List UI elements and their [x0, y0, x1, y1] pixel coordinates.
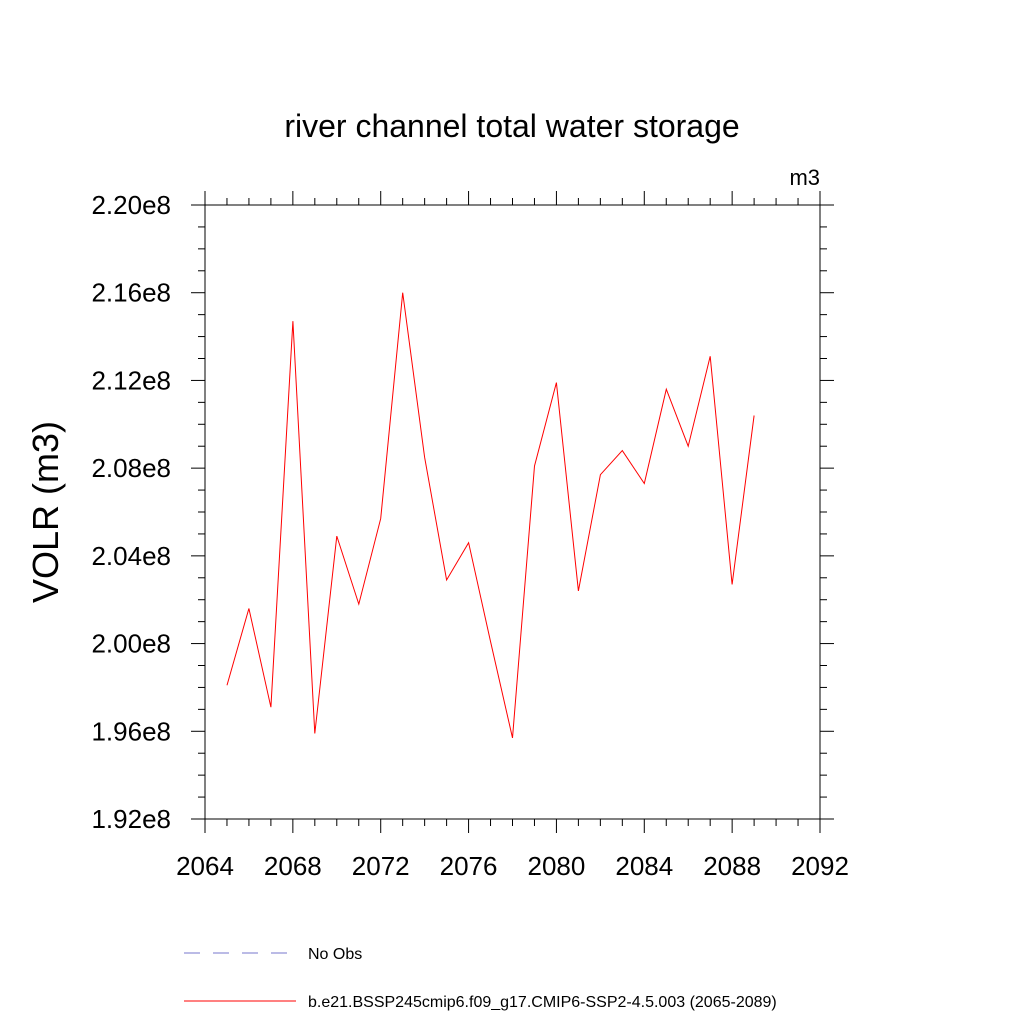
y-tick-label: 2.00e8	[91, 629, 171, 659]
y-tick-label: 2.20e8	[91, 190, 171, 220]
x-tick-label: 2092	[791, 851, 849, 881]
chart-title: river channel total water storage	[284, 108, 739, 144]
y-axis-label: VOLR (m3)	[25, 421, 66, 603]
y-tick-label: 1.96e8	[91, 716, 171, 746]
series-layer	[226, 292, 755, 739]
x-tick-label: 2084	[615, 851, 673, 881]
x-tick-label: 2080	[528, 851, 586, 881]
series-line	[226, 292, 755, 739]
x-tick-label: 2088	[703, 851, 761, 881]
y-tick-label: 2.16e8	[91, 278, 171, 308]
x-tick-label: 2076	[440, 851, 498, 881]
y-tick-label: 1.92e8	[91, 804, 171, 834]
legend-label: No Obs	[308, 946, 362, 963]
x-tick-label: 2064	[176, 851, 234, 881]
x-tick-label: 2072	[352, 851, 410, 881]
legend: No Obs b.e21.BSSP245cmip6.f09_g17.CMIP6-S…	[184, 946, 777, 1011]
y-tick-label: 2.08e8	[91, 453, 171, 483]
plot-frame	[204, 204, 821, 820]
y-tick-label: 2.04e8	[91, 541, 171, 571]
units-label: m3	[789, 165, 820, 190]
y-tick-label: 2.12e8	[91, 365, 171, 395]
legend-label: b.e21.BSSP245cmip6.f09_g17.CMIP6-SSP2-4.…	[308, 994, 777, 1011]
x-tick-label: 2068	[264, 851, 322, 881]
axes: 2064 2068 2072 2076 2080 2084 2088 2092 1.92e8 1.…	[91, 190, 848, 881]
